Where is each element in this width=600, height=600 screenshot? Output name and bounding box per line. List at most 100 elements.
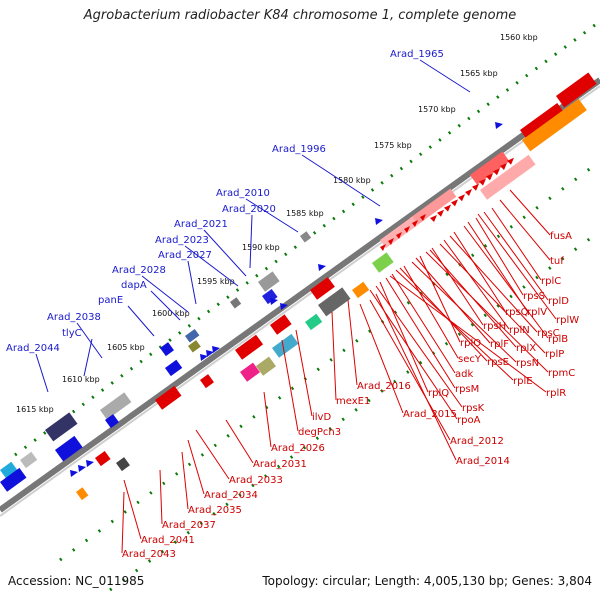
blue-gene-label: Arad_1965	[390, 49, 444, 60]
gene-block	[234, 334, 264, 360]
gene-arrow	[465, 189, 472, 196]
red-gene-label: mexE1	[336, 396, 370, 407]
leader-line	[181, 451, 189, 510]
blue-gene-label: tlyC	[62, 328, 82, 339]
gene-arrow	[86, 460, 94, 467]
red-gene-label: rplV	[527, 307, 547, 318]
gene-block	[262, 288, 278, 305]
gene-block	[522, 98, 587, 152]
blue-gene-label: Arad_2038	[47, 312, 101, 323]
gene-block	[556, 72, 597, 108]
leader-line	[184, 245, 239, 287]
gene-arrow	[280, 303, 288, 310]
leader-line	[375, 285, 463, 408]
gene-block	[352, 281, 370, 299]
gene-block	[100, 392, 132, 420]
leader-line	[347, 299, 358, 386]
blue-gene-label: Arad_1996	[272, 144, 326, 155]
red-gene-label: rplO	[460, 338, 481, 349]
gene-arrow	[70, 470, 78, 477]
leader-line	[477, 213, 557, 320]
tick-labels: 1560 kbp 1565 kbp 1570 kbp 1575 kbp 1580 kbp…	[16, 33, 538, 414]
blue-gene-label: Arad_2027	[158, 250, 212, 261]
leader-line	[83, 338, 93, 377]
tick-label: 1615 kbp	[16, 405, 54, 414]
red-gene-label: fusA	[550, 231, 572, 242]
leader-line	[203, 229, 247, 277]
red-gene-label: Arad_2033	[229, 475, 283, 486]
leader-line	[419, 59, 471, 93]
leader-line	[123, 479, 142, 540]
leader-line	[121, 491, 125, 554]
red-gene-label: ilvD	[312, 412, 331, 423]
leader-line	[509, 189, 551, 236]
gene-arrow	[472, 183, 479, 191]
leader-line	[249, 214, 253, 269]
leader-line	[263, 391, 272, 448]
leader-line	[359, 303, 404, 414]
leader-line	[425, 251, 549, 373]
gene-arrow	[380, 244, 386, 251]
tick-label: 1610 kbp	[62, 375, 100, 384]
red-gene-label: rpmC	[548, 368, 575, 379]
gene-arrow	[388, 238, 394, 245]
gene-arrow	[507, 157, 514, 165]
leader-line	[76, 322, 103, 359]
gene-block	[519, 102, 566, 142]
leader-line	[127, 305, 155, 337]
red-gene-label: rplE	[513, 376, 533, 387]
gene-features	[0, 72, 597, 501]
tick-label: 1580 kbp	[333, 176, 371, 185]
leader-line	[415, 257, 491, 344]
tick-label: 1565 kbp	[460, 69, 498, 78]
gene-arrow	[495, 122, 503, 129]
gene-block	[160, 342, 174, 357]
map-title: Agrobacterium radiobacter K84 chromosome…	[83, 8, 517, 23]
leader-line	[483, 211, 549, 301]
gene-block	[199, 374, 214, 389]
gene-labels: Arad_1965 Arad_1996 Arad_2010 Arad_2020 Arad…	[6, 49, 579, 560]
gene-block	[44, 412, 78, 442]
gene-block	[19, 451, 38, 469]
red-gene-label: secY	[458, 354, 482, 365]
leader-line	[439, 243, 546, 354]
leader-line	[141, 275, 189, 313]
leader-line	[491, 207, 542, 281]
gene-block	[310, 277, 335, 300]
gene-block	[0, 461, 19, 480]
genome-summary: Topology: circular; Length: 4,005,130 bp…	[262, 574, 592, 588]
leader-line	[391, 273, 456, 374]
red-gene-label: rplD	[548, 296, 569, 307]
gene-arrow	[430, 215, 437, 222]
gene-arrow	[500, 163, 507, 170]
red-gene-label: Arad_2035	[188, 505, 242, 516]
gene-block	[0, 467, 27, 492]
leader-line	[150, 290, 181, 321]
gene-block	[54, 435, 83, 462]
gene-block	[470, 151, 510, 185]
gene-arrow	[396, 232, 402, 239]
leader-line	[281, 339, 299, 432]
gene-arrow	[458, 194, 465, 202]
gene-block	[270, 314, 292, 335]
red-gene-label: rplB	[548, 334, 568, 345]
label-leaders	[35, 59, 557, 554]
leader-line	[331, 311, 337, 401]
red-gene-label: rplN	[509, 325, 530, 336]
red-gene-label: rpsQ	[505, 307, 529, 318]
gene-arrow	[437, 209, 444, 217]
gene-block	[318, 287, 351, 317]
blue-gene-label: Arad_2023	[155, 235, 209, 246]
red-gene-label: rplP	[545, 349, 564, 360]
tick-label: 1600 kbp	[152, 309, 190, 318]
leader-line	[375, 293, 457, 461]
gene-block	[380, 216, 419, 249]
red-gene-label: Arad_2034	[204, 490, 258, 501]
red-gene-label: rpoA	[457, 415, 481, 426]
red-gene-label: rplC	[541, 276, 561, 287]
blue-gene-label: Arad_2020	[222, 204, 276, 215]
gene-block	[230, 297, 242, 309]
gene-block	[116, 457, 130, 472]
red-gene-label: rpsK	[462, 403, 485, 414]
